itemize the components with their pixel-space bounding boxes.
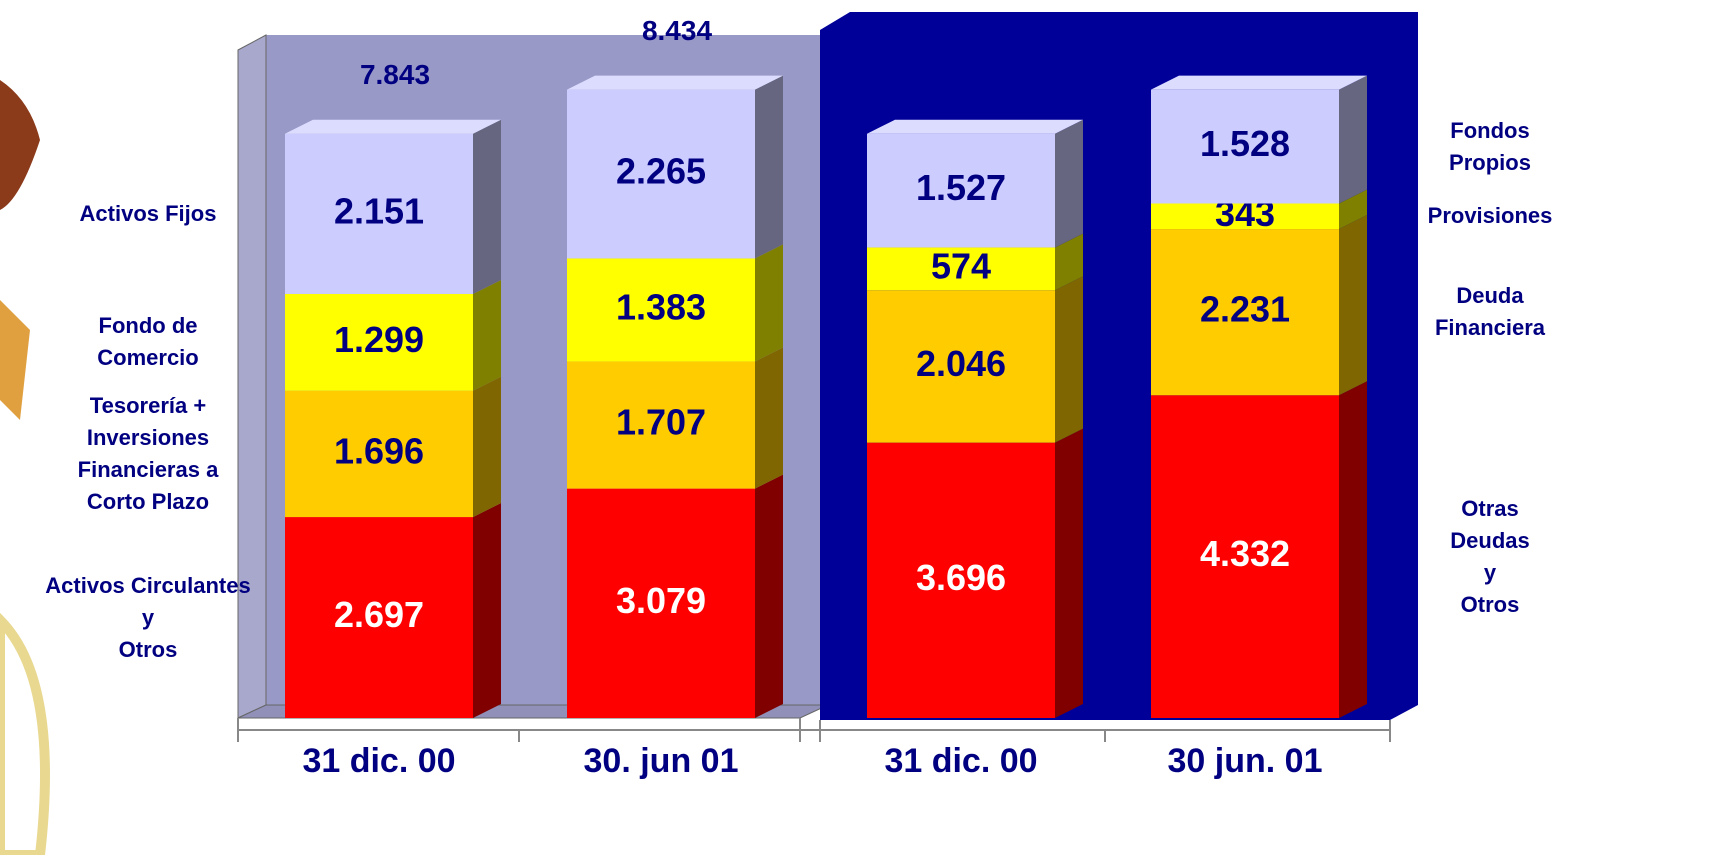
bar-segment bbox=[867, 119, 1083, 248]
bar-side bbox=[473, 376, 501, 518]
bar-front bbox=[567, 488, 755, 718]
value-label: 4.332 bbox=[1200, 533, 1290, 574]
bar-side bbox=[755, 474, 783, 718]
value-label: 2.151 bbox=[334, 190, 424, 231]
decoration bbox=[0, 300, 30, 420]
value-label: 1.527 bbox=[916, 167, 1006, 208]
bar-front bbox=[867, 247, 1055, 291]
bar-side bbox=[1339, 215, 1367, 396]
bar-front bbox=[567, 89, 755, 259]
value-label: 2.697 bbox=[334, 594, 424, 635]
bar-side bbox=[1339, 381, 1367, 718]
bar-top bbox=[567, 75, 783, 90]
value-label: 2.231 bbox=[1200, 289, 1290, 330]
bar-front bbox=[1151, 395, 1339, 718]
bar-segment bbox=[285, 376, 501, 518]
legend-entry: Deuda Financiera bbox=[1434, 283, 1546, 341]
bar-front bbox=[285, 390, 473, 518]
bar-side bbox=[1055, 428, 1083, 718]
value-label: 3.696 bbox=[916, 557, 1006, 598]
bar-segment bbox=[567, 474, 783, 718]
value-label: 1.696 bbox=[334, 430, 424, 471]
decoration bbox=[0, 80, 40, 210]
bar-side bbox=[1339, 189, 1367, 230]
bar-top bbox=[285, 119, 501, 134]
bar-segment bbox=[567, 347, 783, 489]
bar-segment bbox=[867, 233, 1083, 291]
bar-side bbox=[755, 75, 783, 259]
bar-side bbox=[473, 503, 501, 718]
legend-entry: Activos Circulantes y Otros bbox=[45, 572, 251, 662]
x-tick-label: 30 jun. 01 bbox=[1168, 742, 1323, 780]
x-tick-label: 31 dic. 00 bbox=[884, 742, 1037, 780]
axis-ticks bbox=[237, 718, 1391, 742]
bar-top bbox=[867, 119, 1083, 134]
decoration bbox=[0, 612, 50, 855]
value-label: 1.383 bbox=[616, 286, 706, 327]
x-tick-label: 31 dic. 00 bbox=[302, 742, 455, 780]
bar-side bbox=[473, 279, 501, 391]
bar-side bbox=[1055, 119, 1083, 248]
legend-entry: Provisiones bbox=[1427, 203, 1553, 229]
legend-entry: Fondo de Comercio bbox=[97, 313, 199, 371]
bar-front bbox=[1151, 203, 1339, 230]
bar-segment bbox=[285, 503, 501, 718]
bar-segment bbox=[1151, 381, 1367, 718]
value-label: 1.528 bbox=[1200, 123, 1290, 164]
bar-side bbox=[755, 244, 783, 362]
bar-segment bbox=[867, 428, 1083, 718]
value-label: 574 bbox=[931, 245, 991, 286]
bar-segment bbox=[1151, 215, 1367, 396]
bar-segment bbox=[1151, 75, 1367, 204]
bar-front bbox=[285, 133, 473, 294]
bar-side bbox=[1339, 75, 1367, 204]
bar-front bbox=[867, 133, 1055, 248]
bar-segment bbox=[567, 244, 783, 362]
bar-front bbox=[567, 258, 755, 362]
bar-segment bbox=[285, 119, 501, 294]
bar-segment bbox=[567, 75, 783, 259]
bar-side bbox=[755, 347, 783, 489]
value-label: 1.707 bbox=[616, 402, 706, 443]
bar-front bbox=[285, 517, 473, 718]
bar-side bbox=[1055, 276, 1083, 443]
bar-front bbox=[867, 442, 1055, 718]
value-label: 2.265 bbox=[616, 151, 706, 192]
x-tick-label: 30. jun 01 bbox=[584, 742, 739, 780]
legend-entry: Fondos Propios bbox=[1449, 117, 1531, 175]
value-label: 2.046 bbox=[916, 343, 1006, 384]
bar-front bbox=[867, 290, 1055, 443]
legend-entry: Activos Fijos bbox=[79, 200, 217, 226]
bar-front bbox=[567, 361, 755, 489]
value-label: 1.299 bbox=[334, 319, 424, 360]
bar-side bbox=[1055, 233, 1083, 291]
bar-segment bbox=[285, 279, 501, 391]
bar-side bbox=[473, 119, 501, 294]
bar-front bbox=[1151, 229, 1339, 396]
bar-segment bbox=[1151, 189, 1367, 230]
total-label: 7.843 bbox=[360, 59, 430, 90]
value-label: 3.079 bbox=[616, 580, 706, 621]
bar-top bbox=[1151, 75, 1367, 90]
legend-entry: Tesorería + Inversiones Financieras a Co… bbox=[77, 392, 219, 514]
bar-front bbox=[285, 293, 473, 391]
bar-front bbox=[1151, 89, 1339, 204]
bar-segment bbox=[867, 276, 1083, 443]
legend-entry: Otras Deudas y Otros bbox=[1450, 495, 1530, 617]
total-label: 8.434 bbox=[642, 15, 712, 46]
